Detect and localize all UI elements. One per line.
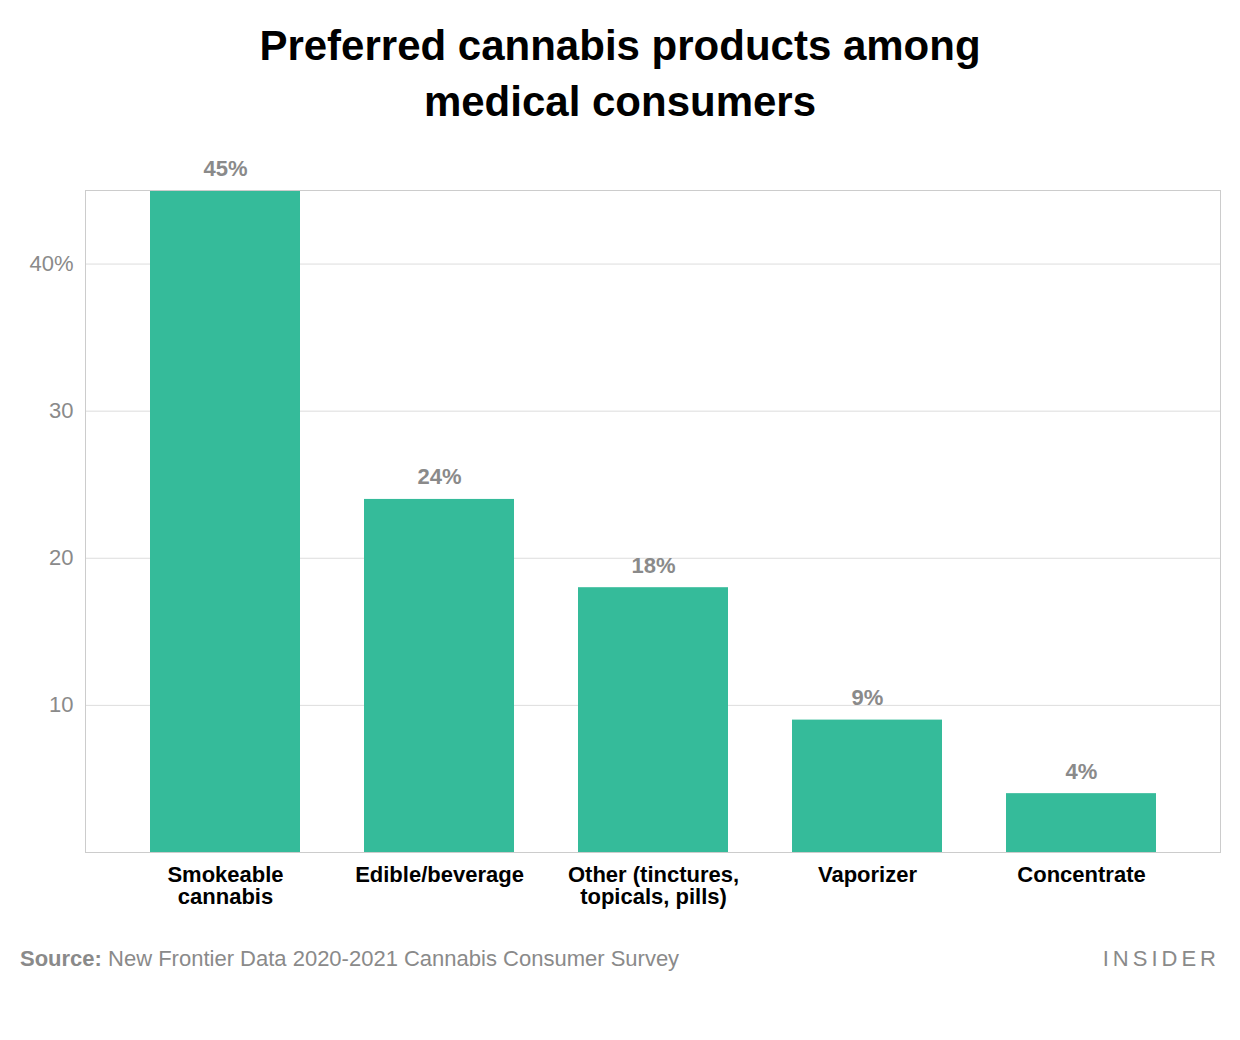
svg-text:9%: 9% [852, 685, 884, 710]
svg-text:20: 20 [49, 545, 73, 570]
svg-text:Edible/beverage: Edible/beverage [355, 862, 524, 887]
svg-text:40%: 40% [29, 251, 73, 276]
svg-text:Other (tinctures,topicals, pil: Other (tinctures,topicals, pills) [568, 862, 739, 909]
html-text:Preferred cannabis products am: Preferred cannabis products among medica… [259, 22, 981, 125]
html-text:INSIDER: INSIDER [1102, 946, 1220, 971]
svg-text:10: 10 [49, 692, 73, 717]
svg-text:Concentrate: Concentrate [1017, 862, 1145, 887]
svg-text:4%: 4% [1066, 759, 1098, 784]
svg-text:18%: 18% [631, 553, 675, 578]
html-text:Source: New Frontier Data 2020: Source: New Frontier Data 2020-2021 Cann… [20, 946, 680, 971]
svg-text:30: 30 [49, 398, 73, 423]
svg-text:Vaporizer: Vaporizer [818, 862, 917, 887]
svg-text:45%: 45% [203, 156, 247, 181]
svg-text:24%: 24% [417, 464, 461, 489]
svg-text:Smokeablecannabis: Smokeablecannabis [167, 862, 283, 909]
